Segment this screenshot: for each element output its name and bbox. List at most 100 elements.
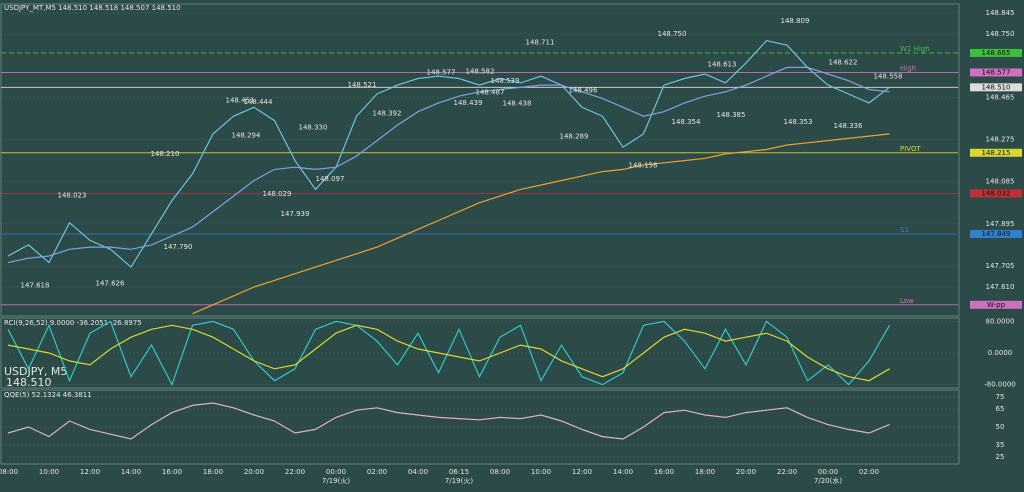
x-tick-label: 16:00 — [654, 468, 674, 476]
swing-label: 148.613 — [708, 60, 737, 68]
level-label: 148.215 — [982, 149, 1011, 157]
series-line — [7, 324, 890, 382]
main-panel — [0, 3, 960, 317]
swing-label: 148.558 — [874, 73, 903, 81]
swing-label: 148.496 — [569, 86, 598, 94]
level-name: S1 — [900, 226, 909, 234]
level-label: 148.665 — [982, 49, 1011, 57]
swing-label: 148.289 — [560, 132, 589, 140]
y-tick-label: 75 — [996, 393, 1005, 401]
series-line — [7, 320, 891, 387]
x-tick-label: 04:00 — [408, 468, 428, 476]
y-tick-label: 147.610 — [986, 283, 1015, 291]
swing-label: 148.439 — [454, 99, 483, 107]
x-date-label: 7/19(火) — [445, 477, 473, 485]
swing-label: 148.330 — [299, 123, 328, 131]
swing-label: 147.939 — [281, 210, 310, 218]
swing-label: 148.097 — [316, 175, 345, 183]
swing-label: 148.385 — [717, 111, 746, 119]
swing-label: 148.622 — [829, 58, 858, 66]
level-name: PIVOT — [900, 145, 921, 153]
x-tick-label: 16:00 — [162, 468, 182, 476]
panel-title: RCI(9,26,52) 9.0000 -36.2051 -26.8975 — [4, 319, 142, 327]
x-date-label: 7/19(火) — [322, 477, 350, 485]
x-tick-label: 14:00 — [121, 468, 141, 476]
y-tick-label: 35 — [996, 441, 1005, 449]
level-label: 148.032 — [982, 189, 1011, 197]
x-tick-label: 02:00 — [859, 468, 879, 476]
x-tick-label: 06:15 — [449, 468, 469, 476]
level-box — [970, 68, 1022, 77]
swing-label: 148.210 — [151, 150, 180, 158]
swing-label: 147.626 — [96, 279, 125, 287]
level-label: W-pp — [987, 301, 1006, 309]
x-tick-label: 22:00 — [285, 468, 305, 476]
swing-label: 148.158 — [629, 161, 658, 169]
x-tick-label: 08:00 — [0, 468, 18, 476]
swing-label: 148.336 — [834, 122, 863, 130]
y-tick-label: 25 — [996, 453, 1005, 461]
level-box — [970, 48, 1022, 57]
swing-label: 148.392 — [373, 110, 402, 118]
level-box — [970, 300, 1022, 309]
x-date-label: 7/20(水) — [814, 476, 842, 485]
y-tick-label: 147.705 — [986, 262, 1015, 270]
swing-label: 148.438 — [503, 99, 532, 107]
swing-label: 147.618 — [21, 281, 50, 289]
y-tick-label: 50 — [996, 423, 1005, 431]
y-tick-label: 80.0000 — [986, 317, 1015, 325]
price-label: 148.510 — [6, 376, 52, 389]
swing-label: 148.444 — [244, 98, 273, 106]
x-tick-label: 02:00 — [367, 468, 387, 476]
y-tick-label: 148.845 — [986, 9, 1015, 17]
level-name: W1 High — [900, 45, 930, 53]
swing-label: 148.809 — [781, 17, 810, 25]
level-name: Low — [900, 297, 914, 305]
series-line — [7, 40, 890, 269]
level-name: High — [900, 64, 916, 72]
swing-label: 148.353 — [784, 118, 813, 126]
x-tick-label: 20:00 — [244, 468, 264, 476]
level-label: 148.577 — [982, 68, 1011, 76]
level-label: 148.510 — [982, 83, 1011, 91]
level-label: 147.849 — [982, 230, 1011, 238]
swing-label: 148.521 — [348, 81, 377, 89]
x-tick-label: 22:00 — [777, 468, 797, 476]
swing-label: 148.750 — [658, 30, 687, 38]
x-tick-label: 10:00 — [531, 468, 551, 476]
series-line — [7, 402, 890, 440]
y-tick-label: 148.465 — [986, 93, 1015, 101]
level-box — [970, 148, 1022, 157]
swing-label: 148.487 — [476, 88, 505, 96]
x-tick-label: 10:00 — [39, 468, 59, 476]
x-tick-label: 14:00 — [613, 468, 633, 476]
y-tick-label: -80.0000 — [984, 381, 1015, 389]
y-tick-label: 147.895 — [986, 220, 1015, 228]
swing-label: 148.029 — [263, 190, 292, 198]
header: USDJPY_MT,M5 148.510 148.518 148.507 148… — [4, 4, 181, 12]
level-box — [970, 230, 1022, 239]
swing-label: 148.711 — [526, 39, 555, 47]
swing-label: 148.451 — [226, 96, 255, 104]
y-tick-label: 0.0000 — [988, 349, 1013, 357]
y-tick-label: 148.750 — [986, 30, 1015, 38]
swing-label: 148.582 — [466, 67, 495, 75]
swing-label: 148.577 — [427, 68, 456, 76]
swing-label: 148.354 — [672, 118, 701, 126]
y-tick-label: 148.085 — [986, 178, 1015, 186]
level-box — [970, 189, 1022, 198]
x-tick-label: 20:00 — [736, 468, 756, 476]
x-tick-label: 00:00 — [818, 468, 838, 476]
x-tick-label: 12:00 — [572, 468, 592, 476]
series-line — [7, 66, 890, 264]
swing-label: 148.023 — [58, 191, 87, 199]
swing-label: 147.790 — [164, 243, 193, 251]
swing-label: 148.539 — [491, 77, 520, 85]
x-tick-label: 12:00 — [80, 468, 100, 476]
panel-title: QQE(5) 52.1324 46.3811 — [4, 391, 92, 399]
x-tick-label: 18:00 — [203, 468, 223, 476]
symbol-label: USDJPY, M5 — [4, 365, 67, 378]
x-tick-label: 00:00 — [326, 468, 346, 476]
